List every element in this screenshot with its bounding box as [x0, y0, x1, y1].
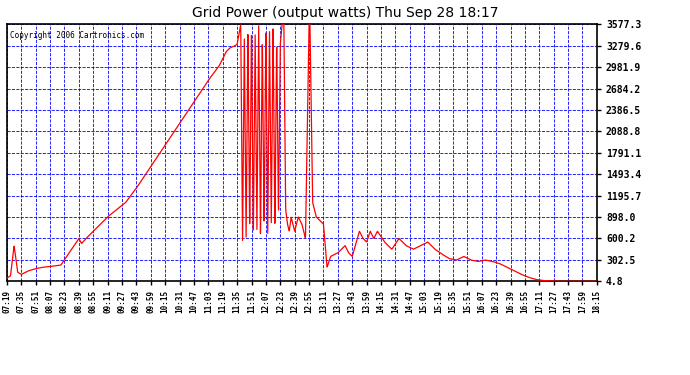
Text: Copyright 2006 Cartronics.com: Copyright 2006 Cartronics.com: [10, 31, 144, 40]
Text: Grid Power (output watts) Thu Sep 28 18:17: Grid Power (output watts) Thu Sep 28 18:…: [192, 6, 498, 20]
